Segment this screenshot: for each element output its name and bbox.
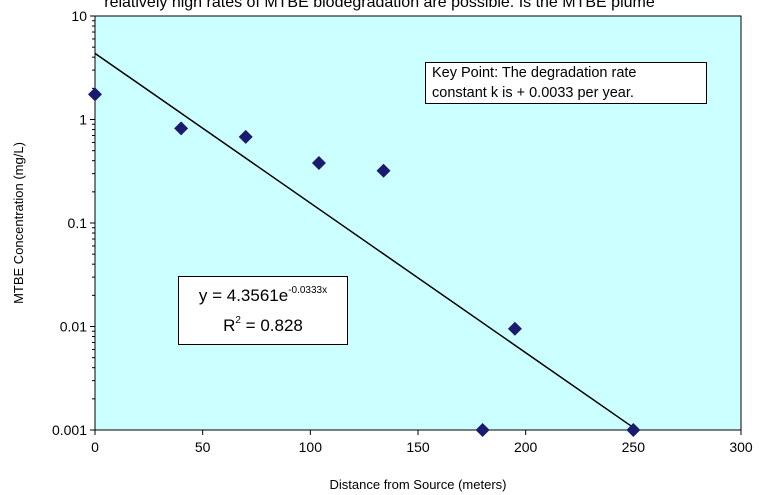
data-point-marker	[376, 163, 391, 178]
data-points	[88, 87, 641, 437]
x-tick-label: 150	[406, 439, 430, 455]
equation-line: y = 4.3561e-0.0333x	[179, 281, 347, 311]
y-tick-label: 0.01	[60, 319, 87, 335]
x-tick-label: 300	[729, 439, 753, 455]
key-point-box: Key Point: The degradation rate constant…	[425, 62, 707, 104]
y-axis-ticks: 0.001 0.01 0.1 1 10	[52, 8, 95, 438]
equation-exponent: -0.0333x	[288, 285, 328, 296]
y-tick-label: 0.1	[68, 215, 88, 231]
data-point-marker	[238, 129, 253, 144]
trendline-group	[94, 52, 634, 429]
data-point-marker	[311, 155, 326, 170]
y-tick-label: 1	[79, 112, 87, 128]
r-squared-line: R2 = 0.828	[179, 311, 347, 341]
x-tick-label: 200	[514, 439, 538, 455]
data-point-marker	[174, 121, 189, 136]
r-squared-exponent: 2	[235, 315, 241, 326]
data-point-marker	[88, 87, 102, 102]
trendline-equation-box: y = 4.3561e-0.0333x R2 = 0.828	[178, 276, 348, 345]
data-point-marker	[626, 423, 641, 437]
equation-text: y = 4.3561e	[198, 286, 289, 305]
data-point-marker	[507, 321, 522, 336]
x-tick-label: 250	[622, 439, 646, 455]
x-tick-label: 50	[195, 439, 211, 455]
top-caption: relatively high rates of MTBE biodegrada…	[104, 0, 655, 11]
r-squared-value: = 0.828	[240, 316, 303, 335]
data-point-marker	[475, 423, 490, 437]
key-point-line-1: Key Point: The degradation rate	[432, 65, 637, 81]
exponential-trendline	[94, 52, 634, 429]
x-tick-label: 100	[299, 439, 323, 455]
y-tick-label: 10	[71, 8, 87, 24]
y-tick-label: 0.001	[52, 422, 87, 438]
key-point-line-2: constant k is + 0.0033 per year.	[432, 85, 634, 101]
y-axis-title: MTBE Concentration (mg/L)	[11, 142, 26, 304]
x-axis-ticks: 0 50 100 150 200 250 300	[91, 430, 753, 455]
x-axis-title: Distance from Source (meters)	[330, 477, 507, 492]
x-tick-label: 0	[91, 439, 99, 455]
r-squared-symbol: R	[223, 316, 236, 335]
